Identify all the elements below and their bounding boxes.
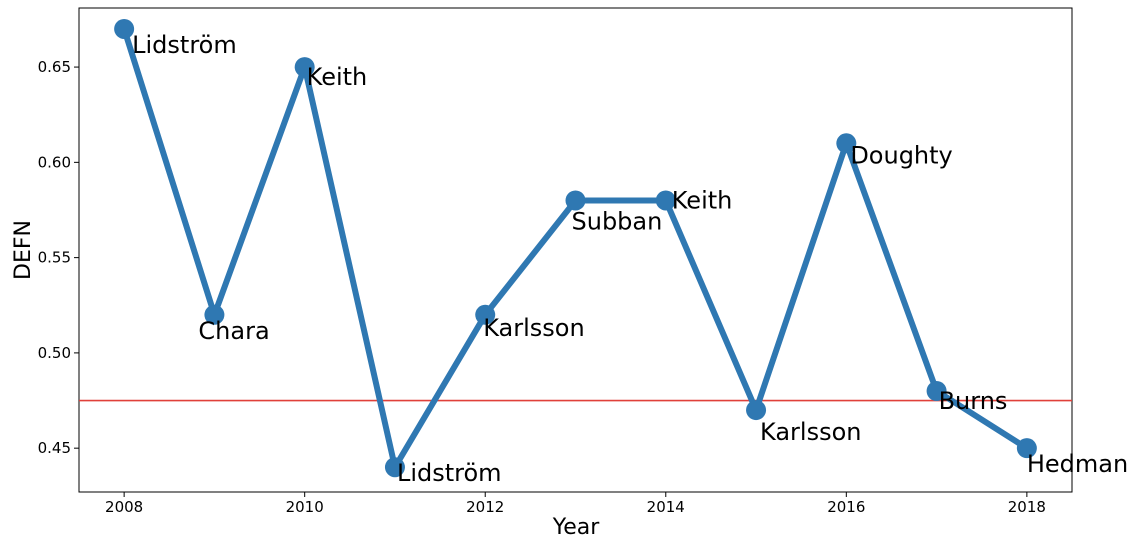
data-point-2014 [655, 190, 676, 211]
x-tick-label-2016: 2016 [827, 498, 865, 516]
series-line [121, 28, 1029, 471]
point-label-2015: Karlsson [760, 418, 861, 446]
x-tick-label-2010: 2010 [286, 498, 324, 516]
point-label-2014: Keith [672, 186, 733, 214]
data-point-2008 [114, 18, 135, 39]
point-label-2010: Keith [307, 63, 368, 91]
y-tick-label-3: 0.60 [38, 153, 71, 171]
y-axis-title: DEFN [11, 220, 36, 280]
x-tick-label-2008: 2008 [105, 498, 143, 516]
point-label-2011: Lidström [397, 459, 502, 487]
data-point-2018 [1016, 438, 1037, 459]
point-label-2013: Subban [572, 207, 663, 235]
data-point-2010 [294, 57, 315, 78]
point-label-2017: Burns [939, 387, 1008, 415]
point-label-2016: Doughty [850, 141, 952, 169]
data-point-2017 [926, 381, 947, 402]
data-point-2009 [204, 304, 225, 325]
x-axis-title: Year [552, 515, 601, 540]
data-point-2012 [475, 304, 496, 325]
data-point-2011 [384, 457, 405, 478]
y-tick-label-0: 0.45 [38, 439, 71, 457]
data-point-2016 [836, 133, 857, 154]
point-label-2009: Chara [198, 317, 269, 345]
y-tick-label-2: 0.55 [38, 249, 71, 267]
x-tick-label-2012: 2012 [466, 498, 504, 516]
plot-area-frame [78, 7, 1073, 493]
y-tick-label-4: 0.65 [38, 58, 71, 76]
x-tick-label-2018: 2018 [1008, 498, 1046, 516]
point-label-2012: Karlsson [483, 314, 584, 342]
data-point-2015 [746, 400, 767, 421]
point-label-2018: Hedman [1027, 450, 1128, 478]
y-tick-label-1: 0.50 [38, 344, 71, 362]
data-point-2013 [565, 190, 586, 211]
x-tick-label-2014: 2014 [647, 498, 685, 516]
point-label-2008: Lidström [132, 31, 237, 59]
